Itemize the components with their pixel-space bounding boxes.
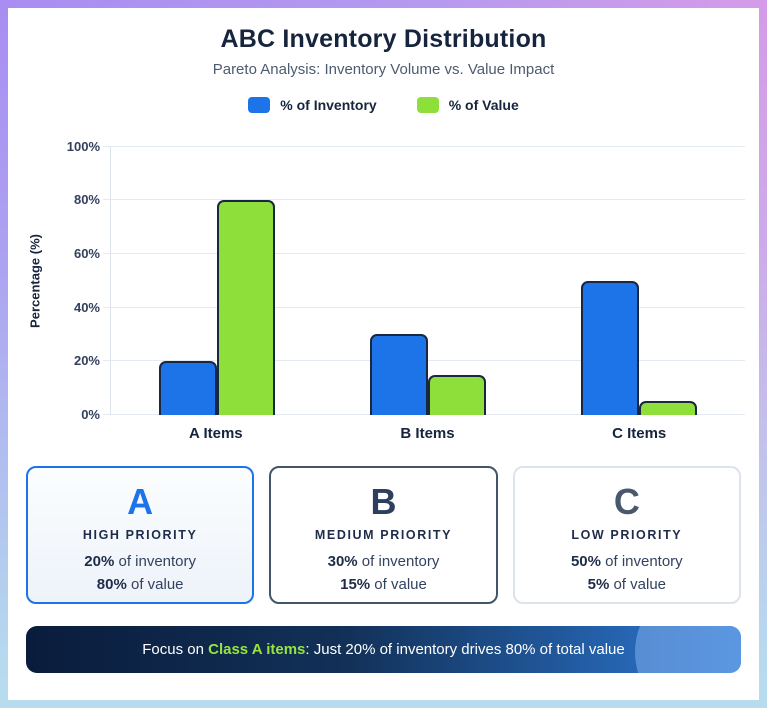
insight-banner: Focus on Class A items: Just 20% of inve… — [26, 625, 741, 673]
legend-swatch-value-icon — [416, 97, 439, 114]
card-a-value-pct: 80% — [96, 575, 127, 593]
card-c-priority: LOW PRIORITY — [571, 528, 683, 543]
x-axis-labels: A Items B Items C Items — [110, 425, 745, 442]
gridline-80pct — [103, 199, 745, 201]
card-a-priority: HIGH PRIORITY — [82, 528, 198, 543]
infographic-card: ABC Inventory Distribution Pareto Analys… — [8, 8, 759, 700]
gridline-40pct — [103, 306, 745, 308]
gridline-60pct — [103, 252, 745, 254]
card-a-inventory-stat: 20% of inventory — [38, 551, 242, 574]
page-subtitle: Pareto Analysis: Inventory Volume vs. Va… — [212, 61, 555, 78]
card-class-a: A HIGH PRIORITY 20% of inventory 80% of … — [26, 465, 255, 604]
plot-column: A Items B Items C Items — [103, 145, 745, 442]
x-label-c-items: C Items — [612, 424, 667, 442]
card-c-inventory-stat: 50% of inventory — [525, 551, 729, 574]
card-b-value-stat: 15% of value — [281, 574, 485, 597]
bar-b-items-pct-of-inventory — [369, 334, 428, 415]
legend-swatch-inventory-icon — [248, 97, 271, 114]
page-title: ABC Inventory Distribution — [220, 25, 547, 53]
card-class-b: B MEDIUM PRIORITY 30% of inventory 15% o… — [269, 465, 498, 604]
bar-b-items-pct-of-value — [427, 374, 486, 415]
insight-highlight: Class A items — [208, 640, 306, 658]
bar-group-a-items — [111, 147, 322, 415]
card-c-inventory-pct: 50% — [570, 553, 601, 571]
card-c-inventory-rest: of inventory — [600, 553, 683, 571]
bar-c-items-pct-of-value — [639, 401, 698, 415]
bar-a-items-pct-of-value — [216, 200, 275, 415]
y-axis-title-box: Percentage (%) — [22, 147, 48, 415]
card-b-value-rest: of value — [370, 575, 427, 593]
card-b-inventory-pct: 30% — [327, 553, 358, 571]
gridline-100pct — [103, 145, 745, 147]
card-a-value-rest: of value — [126, 575, 184, 593]
insight-suffix: : Just 20% of inventory drives 80% of to… — [305, 640, 625, 658]
plot-area — [103, 145, 745, 415]
card-b-inventory-rest: of inventory — [357, 553, 440, 571]
priority-cards: A HIGH PRIORITY 20% of inventory 80% of … — [26, 465, 741, 604]
insight-text: Focus on Class A items: Just 20% of inve… — [142, 641, 624, 658]
y-axis-ticks: 0% 20% 40% 60% 80% 100% — [48, 139, 110, 422]
legend-item-value: % of Value — [416, 97, 519, 114]
y-tick-40pct: 40% — [73, 299, 100, 315]
card-b-priority: MEDIUM PRIORITY — [314, 528, 453, 543]
bar-c-items-pct-of-inventory — [581, 280, 640, 415]
bar-group-b-items — [322, 147, 533, 415]
card-c-letter: C — [613, 480, 640, 522]
x-label-b-items: B Items — [400, 424, 455, 442]
card-a-letter: A — [127, 480, 154, 522]
bar-a-items-pct-of-inventory — [158, 361, 217, 415]
card-b-inventory-stat: 30% of inventory — [281, 551, 485, 574]
y-tick-0pct: 0% — [81, 406, 100, 422]
card-c-value-stat: 5% of value — [525, 574, 729, 597]
bar-chart: Percentage (%) 0% 20% 40% 60% 80% 100% A Item… — [8, 139, 759, 442]
card-c-value-rest: of value — [609, 575, 667, 593]
y-tick-80pct: 80% — [73, 192, 100, 208]
bar-groups — [111, 147, 745, 415]
card-class-c: C LOW PRIORITY 50% of inventory 5% of va… — [512, 465, 741, 604]
card-b-letter: B — [370, 480, 397, 522]
legend-label-inventory: % of Inventory — [280, 97, 377, 114]
card-a-inventory-pct: 20% — [84, 553, 115, 571]
card-a-inventory-rest: of inventory — [114, 553, 197, 571]
insight-prefix: Focus on — [142, 640, 209, 658]
bar-group-c-items — [534, 147, 745, 415]
card-c-value-pct: 5% — [587, 575, 610, 593]
card-b-value-pct: 15% — [340, 575, 371, 593]
chart-legend: % of Inventory % of Value — [8, 97, 759, 114]
y-tick-100pct: 100% — [66, 138, 100, 154]
y-tick-60pct: 60% — [73, 245, 100, 261]
legend-item-inventory: % of Inventory — [248, 97, 377, 114]
x-label-a-items: A Items — [189, 424, 243, 442]
y-axis-title: Percentage (%) — [27, 233, 43, 328]
card-a-value-stat: 80% of value — [38, 574, 242, 597]
y-tick-20pct: 20% — [73, 353, 100, 369]
legend-label-value: % of Value — [448, 97, 519, 114]
